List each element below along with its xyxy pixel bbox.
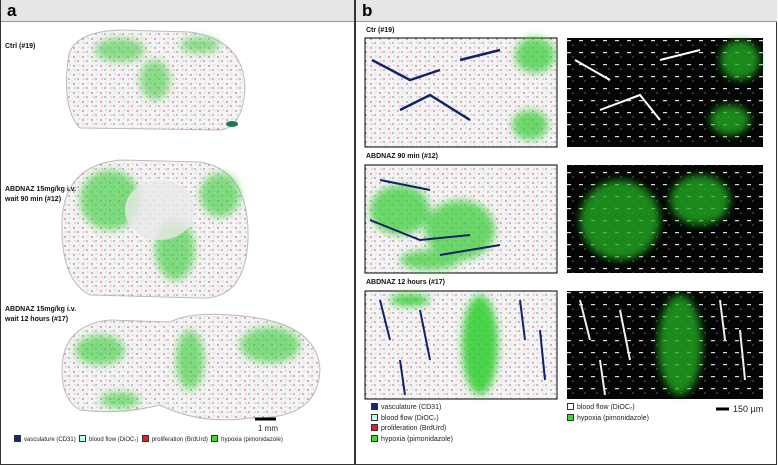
- legend-entry: blood flow (DiOC₇): [577, 404, 635, 411]
- section-label: ABDNAZ 90 min (#12): [366, 153, 438, 160]
- swatch: [371, 424, 378, 431]
- legend-entry: proliferation (BrdUrd): [381, 425, 447, 432]
- tissue-section-2: [61, 159, 249, 299]
- section-label: ABDNAZ 15mg/kg i.v.: [5, 306, 77, 313]
- legend: blood flow (DiOC₇) hypoxia (pimonidazole…: [567, 403, 649, 424]
- panel-header: a: [1, 0, 354, 22]
- legend-item: vasculature (CD31): [371, 403, 453, 414]
- legend-item: blood flow (DiOC₇): [371, 413, 453, 425]
- legend-entry: blood flow (DiOC₇): [381, 414, 439, 422]
- legend: vasculature (CD31) blood flow (DiOC₇) pr…: [371, 403, 453, 445]
- panel-header: b: [356, 0, 777, 22]
- legend-entry: hypoxia (pimonidazole): [381, 435, 453, 443]
- legend-entry: vasculature (CD31): [24, 437, 76, 443]
- swatch: [211, 435, 219, 442]
- section-label: ABDNAZ 12 hours (#17): [366, 279, 445, 286]
- section-label: Ctr (#19): [366, 27, 395, 34]
- legend-item: hypoxia (pimonidazole): [567, 413, 649, 425]
- legend-entry: blood flow (DiOC₇): [89, 437, 139, 443]
- panel-label: a: [7, 1, 17, 20]
- tissue-section-1: [66, 29, 246, 131]
- section-label: ABDNAZ 15mg/kg i.v.: [5, 186, 77, 193]
- legend-item: blood flow (DiOC₇): [567, 403, 649, 414]
- section-label: Ctrl (#19): [5, 43, 36, 50]
- swatch: [567, 403, 574, 410]
- section-label: wait 12 hours (#17): [5, 316, 69, 323]
- legend-item: hypoxia (pimonidazole): [371, 434, 453, 446]
- swatch: [14, 435, 21, 442]
- scale-label: 1 mm: [258, 424, 278, 433]
- legend-entry: hypoxia (pimonidazole): [221, 437, 283, 443]
- swatch: [141, 435, 149, 442]
- panel-label: b: [362, 1, 373, 20]
- legend-entry: hypoxia (pimonidazole): [577, 414, 649, 422]
- tissue-section-3: [61, 313, 321, 421]
- section-label: wait 90 min (#12): [5, 196, 62, 203]
- swatch: [567, 413, 574, 421]
- legend-item: proliferation (BrdUrd): [371, 424, 453, 435]
- swatch: [371, 403, 378, 410]
- swatch: [79, 435, 87, 442]
- legend-entry: proliferation (BrdUrd): [151, 437, 208, 443]
- swatch: [371, 413, 378, 421]
- legend: vasculature (CD31) blood flow (DiOC₇) pr…: [14, 435, 283, 443]
- micrograph-grid: [364, 37, 763, 400]
- swatch: [371, 434, 378, 442]
- scale-label: 150 µm: [733, 404, 764, 414]
- legend-entry: vasculature (CD31): [381, 404, 442, 411]
